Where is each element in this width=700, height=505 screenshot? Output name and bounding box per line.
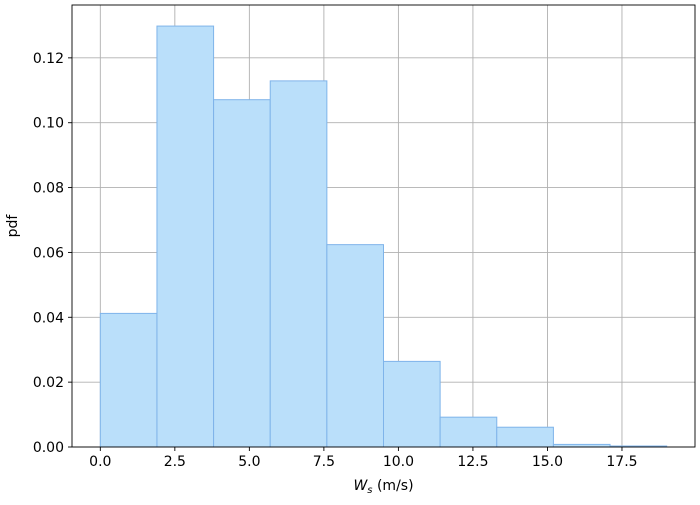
y-tick-label: 0.00: [33, 440, 64, 456]
plot-frame: [71, 4, 696, 448]
y-tick-label: 0.02: [33, 375, 64, 391]
histogram-bar: [99, 312, 158, 448]
x-tick-label: 17.5: [606, 454, 637, 470]
histogram-bar: [439, 416, 498, 448]
histogram-bar: [383, 360, 441, 448]
x-tick-label: 10.0: [383, 454, 414, 470]
x-axis-label-unit: (m/s): [373, 478, 414, 494]
y-tick-label: 0.04: [33, 310, 64, 326]
x-tick-label: 2.5: [164, 454, 186, 470]
x-axis-label: Ws (m/s): [353, 478, 413, 496]
x-axis-ticks: 0.0 2.5 5.0 7.5 10.0 12.5 15.0 17.5: [89, 447, 638, 470]
x-tick-label: 0.0: [89, 454, 111, 470]
y-tick-label: 0.08: [33, 181, 64, 197]
histogram-bar: [213, 99, 271, 448]
x-tick-label: 15.0: [532, 454, 563, 470]
x-axis-label-symbol: W: [353, 478, 368, 494]
x-tick-label: 7.5: [313, 454, 335, 470]
histogram-bar: [326, 244, 385, 448]
y-tick-label: 0.10: [33, 116, 64, 132]
histogram-bar: [496, 426, 554, 448]
y-axis-ticks: 0.00 0.02 0.04 0.06 0.08 0.10 0.12: [33, 51, 72, 456]
histogram-bar: [269, 80, 328, 448]
histogram-bar: [156, 25, 215, 448]
y-tick-label: 0.06: [33, 245, 64, 261]
y-tick-label: 0.12: [33, 51, 64, 67]
y-axis-label: pdf: [5, 214, 21, 238]
x-tick-label: 5.0: [238, 454, 260, 470]
x-tick-label: 12.5: [457, 454, 488, 470]
bars: [99, 25, 668, 448]
x-axis-label-subscript: s: [367, 485, 372, 496]
